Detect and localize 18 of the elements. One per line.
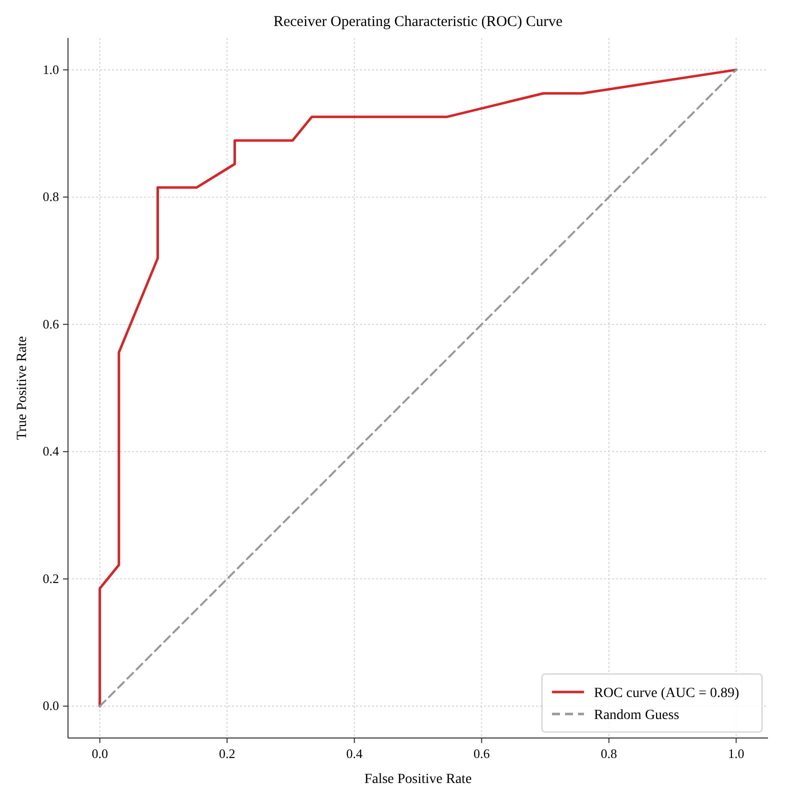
x-tick-label: 0.4	[346, 746, 363, 761]
legend-label: Random Guess	[594, 708, 680, 723]
y-tick-label: 1.0	[42, 62, 59, 77]
x-tick-label: 1.0	[728, 746, 744, 761]
y-tick-label: 0.8	[42, 189, 59, 204]
x-axis-title: False Positive Rate	[364, 772, 472, 787]
legend-label: ROC curve (AUC = 0.89)	[594, 686, 740, 701]
x-tick-label: 0.0	[92, 746, 108, 761]
y-tick-label: 0.0	[42, 698, 59, 714]
line-series	[98, 68, 738, 708]
y-tick-label: 0.4	[42, 444, 60, 459]
y-axis-title: True Positive Rate	[15, 336, 30, 440]
x-tick-label: 0.6	[474, 746, 490, 761]
y-tick-label: 0.2	[42, 570, 59, 586]
chart-title: Receiver Operating Characteristic (ROC) Curve	[273, 14, 563, 30]
y-tick-label: 0.6	[42, 316, 60, 332]
x-tick-label: 0.8	[600, 746, 618, 761]
x-tick-label: 0.2	[218, 746, 236, 761]
